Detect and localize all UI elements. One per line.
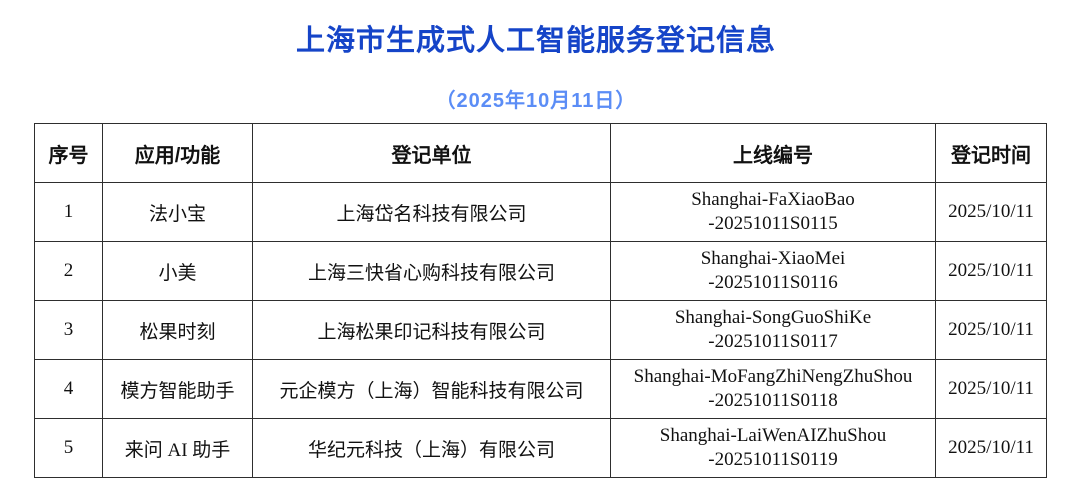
column-header-date: 登记时间 [935, 123, 1047, 183]
table-row: 4 模方智能助手 元企模方（上海）智能科技有限公司 Shanghai-MoFan… [34, 359, 1047, 419]
table-row: 3 松果时刻 上海松果印记科技有限公司 Shanghai-SongGuoShiK… [34, 300, 1047, 360]
code-line-2: -20251011S0115 [708, 213, 838, 234]
cell-date: 2025/10/11 [935, 182, 1047, 242]
cell-company: 元企模方（上海）智能科技有限公司 [252, 359, 611, 419]
cell-code: Shanghai-SongGuoShiKe -20251011S0117 [610, 300, 936, 360]
cell-serial: 2 [34, 241, 103, 301]
code-line-1: Shanghai-FaXiaoBao [691, 189, 855, 211]
cell-app: 松果时刻 [102, 300, 253, 360]
cell-serial: 3 [34, 300, 103, 360]
cell-app: 法小宝 [102, 182, 253, 242]
column-header-app: 应用/功能 [102, 123, 253, 183]
table-row: 5 来问 AI 助手 华纪元科技（上海）有限公司 Shanghai-LaiWen… [34, 418, 1047, 478]
cell-serial: 1 [34, 182, 103, 242]
page-subtitle-date: （2025年10月11日） [435, 90, 637, 112]
cell-serial: 4 [34, 359, 103, 419]
cell-date: 2025/10/11 [935, 300, 1047, 360]
code-line-2: -20251011S0116 [708, 272, 838, 293]
column-header-serial: 序号 [34, 123, 103, 183]
cell-serial: 5 [34, 418, 103, 478]
cell-company: 华纪元科技（上海）有限公司 [252, 418, 611, 478]
cell-company: 上海岱名科技有限公司 [252, 182, 611, 242]
column-header-code: 上线编号 [610, 123, 936, 183]
cell-app: 来问 AI 助手 [102, 418, 253, 478]
cell-app: 小美 [102, 241, 253, 301]
cell-app: 模方智能助手 [102, 359, 253, 419]
cell-code: Shanghai-MoFangZhiNengZhuShou -20251011S… [610, 359, 936, 419]
page-title: 上海市生成式人工智能服务登记信息 [295, 25, 776, 57]
code-line-1: Shanghai-XiaoMei [700, 248, 846, 270]
code-line-2: -20251011S0117 [708, 331, 838, 352]
code-line-2: -20251011S0118 [708, 390, 838, 411]
table-row: 1 法小宝 上海岱名科技有限公司 Shanghai-FaXiaoBao -202… [34, 182, 1047, 242]
cell-code: Shanghai-LaiWenAIZhuShou -20251011S0119 [610, 418, 936, 478]
table-row: 2 小美 上海三快省心购科技有限公司 Shanghai-XiaoMei -202… [34, 241, 1047, 301]
registration-table: 序号 应用/功能 登记单位 上线编号 登记时间 1 法小宝 上海岱名科技有限公司… [34, 123, 1047, 478]
table-header-row: 序号 应用/功能 登记单位 上线编号 登记时间 [34, 123, 1047, 183]
cell-date: 2025/10/11 [935, 241, 1047, 301]
cell-code: Shanghai-XiaoMei -20251011S0116 [610, 241, 936, 301]
code-line-2: -20251011S0119 [708, 449, 838, 470]
code-line-1: Shanghai-SongGuoShiKe [674, 307, 872, 329]
cell-code: Shanghai-FaXiaoBao -20251011S0115 [610, 182, 936, 242]
cell-company: 上海松果印记科技有限公司 [252, 300, 611, 360]
code-line-1: Shanghai-MoFangZhiNengZhuShou [633, 366, 913, 388]
cell-date: 2025/10/11 [935, 359, 1047, 419]
cell-company: 上海三快省心购科技有限公司 [252, 241, 611, 301]
column-header-company: 登记单位 [252, 123, 611, 183]
cell-date: 2025/10/11 [935, 418, 1047, 478]
code-line-1: Shanghai-LaiWenAIZhuShou [659, 425, 887, 447]
